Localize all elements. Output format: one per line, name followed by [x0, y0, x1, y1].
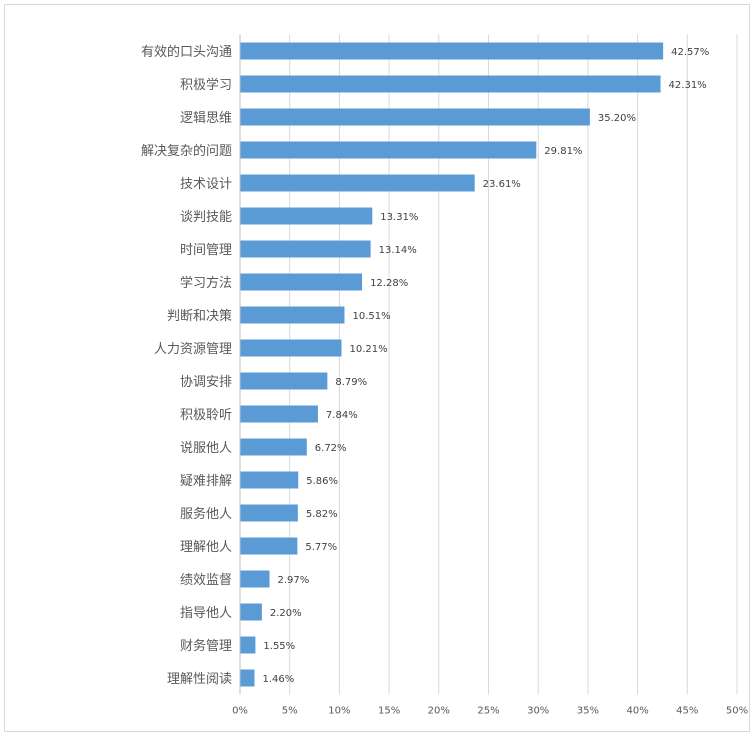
bar: [240, 603, 262, 621]
category-label: 有效的口头沟通: [141, 44, 232, 60]
data-label: 13.14%: [379, 245, 417, 256]
bar: [240, 372, 328, 390]
bar: [240, 471, 299, 489]
bar: [240, 240, 371, 258]
data-label: 1.55%: [263, 641, 295, 652]
bar: [240, 438, 307, 456]
bar: [240, 306, 345, 324]
category-label: 服务他人: [180, 506, 232, 522]
bar: [240, 570, 270, 588]
category-label: 学习方法: [180, 275, 232, 291]
x-tick-label: 10%: [328, 706, 350, 717]
data-label: 42.57%: [671, 47, 709, 58]
category-label: 技术设计: [180, 177, 232, 192]
data-label: 1.46%: [263, 674, 295, 685]
data-label: 7.84%: [326, 410, 358, 421]
x-tick-label: 20%: [428, 706, 450, 717]
bar: [240, 207, 373, 225]
bar: [240, 141, 537, 159]
category-label: 理解性阅读: [167, 672, 232, 687]
category-label: 谈判技能: [180, 210, 232, 225]
bar: [240, 537, 298, 555]
x-tick-label: 35%: [577, 706, 599, 717]
data-label: 23.61%: [483, 179, 521, 190]
bar: [240, 273, 363, 291]
category-label: 人力资源管理: [154, 342, 232, 357]
bar: [240, 339, 342, 357]
data-label: 12.28%: [370, 278, 408, 289]
bar: [240, 42, 664, 60]
category-label: 财务管理: [180, 638, 232, 654]
category-label: 说服他人: [180, 441, 232, 456]
category-label: 协调安排: [180, 375, 232, 390]
data-label: 6.72%: [315, 443, 347, 454]
x-tick-label: 50%: [726, 706, 748, 717]
data-label: 10.51%: [352, 311, 390, 322]
bar: [240, 108, 590, 126]
bar: [240, 636, 256, 654]
x-tick-label: 45%: [676, 706, 698, 717]
bar: [240, 504, 298, 522]
data-label: 5.77%: [305, 542, 337, 553]
x-tick-label: 30%: [527, 706, 549, 717]
category-label: 逻辑思维: [180, 111, 232, 126]
data-label: 42.31%: [669, 80, 707, 91]
bar: [240, 174, 475, 192]
x-tick-label: 15%: [378, 706, 400, 717]
data-label: 2.97%: [278, 575, 310, 586]
data-label: 10.21%: [349, 344, 387, 355]
bar: [240, 669, 255, 687]
data-label: 29.81%: [544, 146, 582, 157]
data-label: 5.82%: [306, 509, 338, 520]
bar: [240, 405, 318, 423]
category-label: 判断和决策: [167, 308, 232, 324]
x-tick-label: 5%: [282, 706, 298, 717]
x-tick-label: 0%: [232, 706, 248, 717]
data-label: 8.79%: [335, 377, 367, 388]
category-label: 疑难排解: [180, 473, 232, 489]
category-label: 解决复杂的问题: [141, 143, 232, 159]
data-label: 35.20%: [598, 113, 636, 124]
data-label: 13.31%: [380, 212, 418, 223]
category-label: 理解他人: [180, 540, 232, 555]
category-label: 时间管理: [180, 243, 232, 258]
x-tick-label: 40%: [626, 706, 648, 717]
bar: [240, 75, 661, 93]
data-label: 2.20%: [270, 608, 302, 619]
data-label: 5.86%: [306, 476, 338, 487]
category-label: 绩效监督: [180, 573, 232, 588]
category-label: 指导他人: [180, 606, 232, 621]
category-label: 积极学习: [180, 77, 232, 93]
category-label: 积极聆听: [180, 408, 232, 423]
x-tick-label: 25%: [477, 706, 499, 717]
